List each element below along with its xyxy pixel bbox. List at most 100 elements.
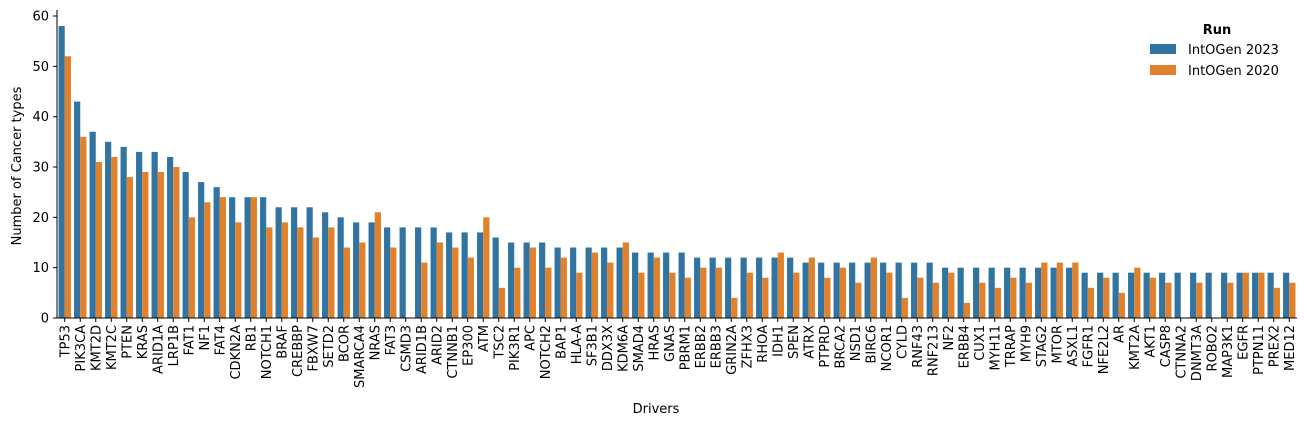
bar-PREX2-2023	[1267, 272, 1274, 318]
bar-PTPN11-2020	[1258, 272, 1265, 318]
bar-AKT1-2023	[1143, 272, 1150, 318]
bar-MAP3K1-2023	[1221, 272, 1228, 318]
x-tick-label: RB1	[244, 325, 259, 351]
bar-KMT2D-2020	[95, 161, 102, 318]
bar-SPEN-2023	[787, 257, 794, 318]
bar-NF2-2020	[948, 272, 955, 318]
bar-FAT1-2023	[182, 172, 189, 318]
x-tick-label: KMT2A	[1128, 325, 1143, 370]
bar-NRAS-2023	[368, 222, 375, 318]
bar-SMAD4-2020	[638, 272, 645, 318]
bar-CREBBP-2020	[297, 227, 304, 318]
x-tick-label: ARID2	[430, 325, 445, 365]
bar-ZFHX3-2023	[740, 257, 747, 318]
bar-CYLD-2020	[901, 297, 908, 318]
bar-LRP1B-2020	[173, 167, 180, 318]
bar-CTNNB1-2023	[446, 232, 453, 318]
bar-PTEN-2023	[120, 146, 127, 318]
x-tick-label: KRAS	[136, 325, 151, 359]
bar-KMT2C-2020	[111, 156, 118, 318]
bar-DNMT3A-2023	[1190, 272, 1197, 318]
x-tick-label: NRAS	[368, 325, 383, 360]
bar-TSC2-2023	[492, 237, 499, 318]
bar-PTPRD-2023	[818, 262, 825, 318]
bar-BAP1-2023	[554, 247, 561, 318]
bar-FAT1-2020	[188, 217, 195, 318]
x-tick-label: TRRAP	[1004, 325, 1019, 368]
bar-GNAS-2020	[669, 272, 676, 318]
bar-PIK3CA-2020	[80, 136, 87, 318]
legend-label-2023: IntOGen 2023	[1188, 43, 1279, 58]
bar-LRP1B-2023	[167, 156, 174, 318]
bar-FAT3-2020	[390, 247, 397, 318]
x-tick-label: SMARCA4	[353, 325, 368, 388]
bar-CSMD3-2023	[399, 227, 406, 318]
x-tick-label: MTOR	[1050, 325, 1065, 363]
bar-ASXL1-2020	[1072, 262, 1079, 318]
bar-RNF43-2020	[917, 277, 924, 318]
bar-BIRC6-2023	[864, 262, 871, 318]
bar-ARID2-2020	[436, 242, 443, 318]
bar-FBXW7-2020	[312, 237, 319, 318]
bar-NF2-2023	[942, 267, 949, 318]
x-tick-label: DNMT3A	[1190, 325, 1205, 381]
bar-PTEN-2020	[126, 177, 133, 318]
bar-PIK3R1-2023	[508, 242, 515, 318]
legend-title: Run	[1203, 23, 1232, 38]
bar-KMT2A-2023	[1128, 272, 1135, 318]
bar-PBRM1-2020	[684, 277, 691, 318]
x-tick-label: KDM6A	[616, 325, 631, 372]
x-tick-label: BRAF	[275, 325, 290, 359]
bar-CDKN2A-2023	[229, 197, 236, 318]
x-tick-label: NOTCH2	[539, 325, 554, 379]
bar-PIK3CA-2023	[74, 101, 81, 318]
bar-RB1-2020	[250, 197, 257, 318]
bar-TSC2-2020	[498, 287, 505, 318]
x-tick-label: ASXL1	[1066, 325, 1081, 367]
bar-ARID1A-2023	[151, 151, 158, 318]
bar-NCOR1-2023	[880, 262, 887, 318]
bar-TRRAP-2023	[1004, 267, 1011, 318]
bar-ERBB2-2023	[694, 257, 701, 318]
bar-RNF213-2020	[932, 282, 939, 318]
x-tick-label: ERBB2	[694, 325, 709, 368]
bar-ARID1B-2020	[421, 262, 428, 318]
bar-CYLD-2023	[895, 262, 902, 318]
bar-BRAF-2020	[281, 222, 288, 318]
bar-KMT2D-2023	[89, 131, 96, 318]
x-tick-label: MYH11	[988, 325, 1003, 370]
x-tick-label: PTPRD	[818, 325, 833, 368]
bar-CUX1-2023	[973, 267, 980, 318]
bar-ARID2-2023	[430, 227, 437, 318]
bar-GRIN2A-2020	[731, 297, 738, 318]
bar-DDX3X-2023	[601, 247, 608, 318]
x-tick-label: GNAS	[663, 325, 678, 362]
x-tick-label: CASP8	[1159, 325, 1174, 367]
bar-APC-2020	[529, 247, 536, 318]
bar-RNF43-2023	[911, 262, 918, 318]
bar-AR-2020	[1118, 292, 1125, 318]
x-tick-label: KMT2C	[105, 325, 120, 370]
x-tick-label: CDKN2A	[229, 325, 244, 380]
bar-BRCA2-2020	[839, 267, 846, 318]
x-tick-label: IDH1	[771, 325, 786, 357]
bar-ERBB3-2020	[715, 267, 722, 318]
bar-CUX1-2020	[979, 282, 986, 318]
x-tick-label: PTPN11	[1252, 325, 1267, 375]
x-tick-label: NF1	[198, 325, 213, 350]
x-tick-label: NOTCH1	[260, 325, 275, 379]
x-tick-label: GRIN2A	[725, 325, 740, 375]
bar-GRIN2A-2023	[725, 257, 732, 318]
bar-CTNNB1-2020	[452, 247, 459, 318]
bar-BRCA2-2023	[833, 262, 840, 318]
bar-TRRAP-2020	[1010, 277, 1017, 318]
x-tick-label: SPEN	[787, 325, 802, 359]
bar-PTPN11-2023	[1252, 272, 1259, 318]
bar-KDM6A-2023	[616, 247, 623, 318]
bar-BCOR-2020	[343, 247, 350, 318]
bar-HLA-A-2023	[570, 247, 577, 318]
y-axis-label: Number of Cancer types	[10, 86, 25, 245]
x-tick-label: HLA-A	[570, 325, 585, 364]
bar-STAG2-2023	[1035, 267, 1042, 318]
